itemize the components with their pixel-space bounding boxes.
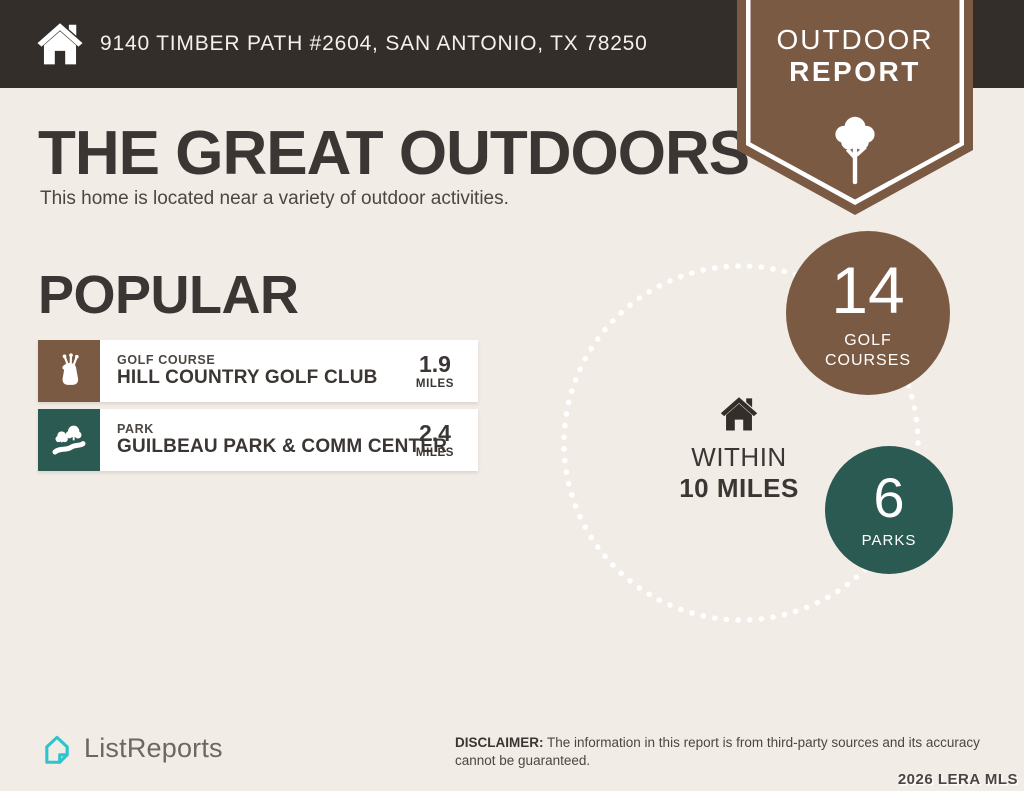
ribbon-title: OUTDOOR REPORT xyxy=(737,24,973,88)
distance-unit: MILES xyxy=(415,377,455,390)
disclaimer-body: The information in this report is from t… xyxy=(455,735,980,769)
stat-label-line1: GOLF xyxy=(844,332,892,349)
stat-value: 6 xyxy=(873,465,905,529)
stat-label-line2: COURSES xyxy=(824,352,912,369)
radius-label-line2: 10 MILES xyxy=(679,473,799,503)
place-card-park: PARK GUILBEAU PARK & COMM CENTER 2.4 MIL… xyxy=(38,409,478,471)
ribbon-title-line1: OUTDOOR xyxy=(776,24,934,55)
radius-dotted-circle xyxy=(561,263,921,623)
place-name: HILL COUNTRY GOLF CLUB xyxy=(117,367,378,388)
place-category: PARK xyxy=(117,422,154,436)
place-meta: PARK GUILBEAU PARK & COMM CENTER xyxy=(100,409,448,471)
popular-heading: POPULAR xyxy=(38,265,299,325)
stat-label-line1: PARKS xyxy=(861,531,917,549)
home-icon xyxy=(720,397,758,431)
distance-value: 1.9 xyxy=(419,350,451,377)
place-distance: 1.9 MILES xyxy=(398,340,478,402)
stat-label: PARKS xyxy=(862,532,917,551)
radius-label-line1: WITHIN xyxy=(691,442,787,472)
page-subtitle: This home is located near a variety of o… xyxy=(40,188,509,209)
park-trees-icon xyxy=(38,409,100,471)
ribbon-title-line2: REPORT xyxy=(789,56,921,88)
property-address: 9140 TIMBER PATH #2604, SAN ANTONIO, TX … xyxy=(100,32,648,55)
place-name: GUILBEAU PARK & COMM CENTER xyxy=(117,436,448,457)
place-meta: GOLF COURSE HILL COUNTRY GOLF CLUB xyxy=(100,340,398,402)
golf-bag-icon xyxy=(38,340,100,402)
disclaimer-text: DISCLAIMER: The information in this repo… xyxy=(455,734,983,770)
distance-unit: MILES xyxy=(415,446,455,459)
listreports-logo: ListReports xyxy=(38,729,223,767)
stat-circle-golf-courses: 14 GOLF COURSES xyxy=(786,231,950,395)
place-category: GOLF COURSE xyxy=(117,353,216,367)
popular-places-list: GOLF COURSE HILL COUNTRY GOLF CLUB 1.9 M… xyxy=(38,340,478,471)
page-title: THE GREAT OUTDOORS xyxy=(38,119,750,188)
stat-value: 14 xyxy=(831,253,905,327)
radius-center-label: WITHIN 10 MILES xyxy=(660,393,818,504)
place-distance: 2.4 MILES xyxy=(398,409,478,471)
stat-label: GOLF COURSES xyxy=(825,331,911,371)
stat-circle-parks: 6 PARKS xyxy=(825,446,953,574)
tree-icon xyxy=(819,108,891,195)
listreports-house-icon xyxy=(45,735,69,764)
mls-watermark: 2026 LERA MLS xyxy=(897,771,1018,788)
ribbon-pennant-shape xyxy=(737,0,973,215)
home-icon xyxy=(37,23,83,65)
brand-name: ListReports xyxy=(84,732,223,763)
distance-value: 2.4 xyxy=(419,419,451,446)
disclaimer-label: DISCLAIMER: xyxy=(455,735,544,750)
outdoor-report-ribbon: OUTDOOR REPORT xyxy=(737,0,973,215)
place-card-golf-course: GOLF COURSE HILL COUNTRY GOLF CLUB 1.9 M… xyxy=(38,340,478,402)
